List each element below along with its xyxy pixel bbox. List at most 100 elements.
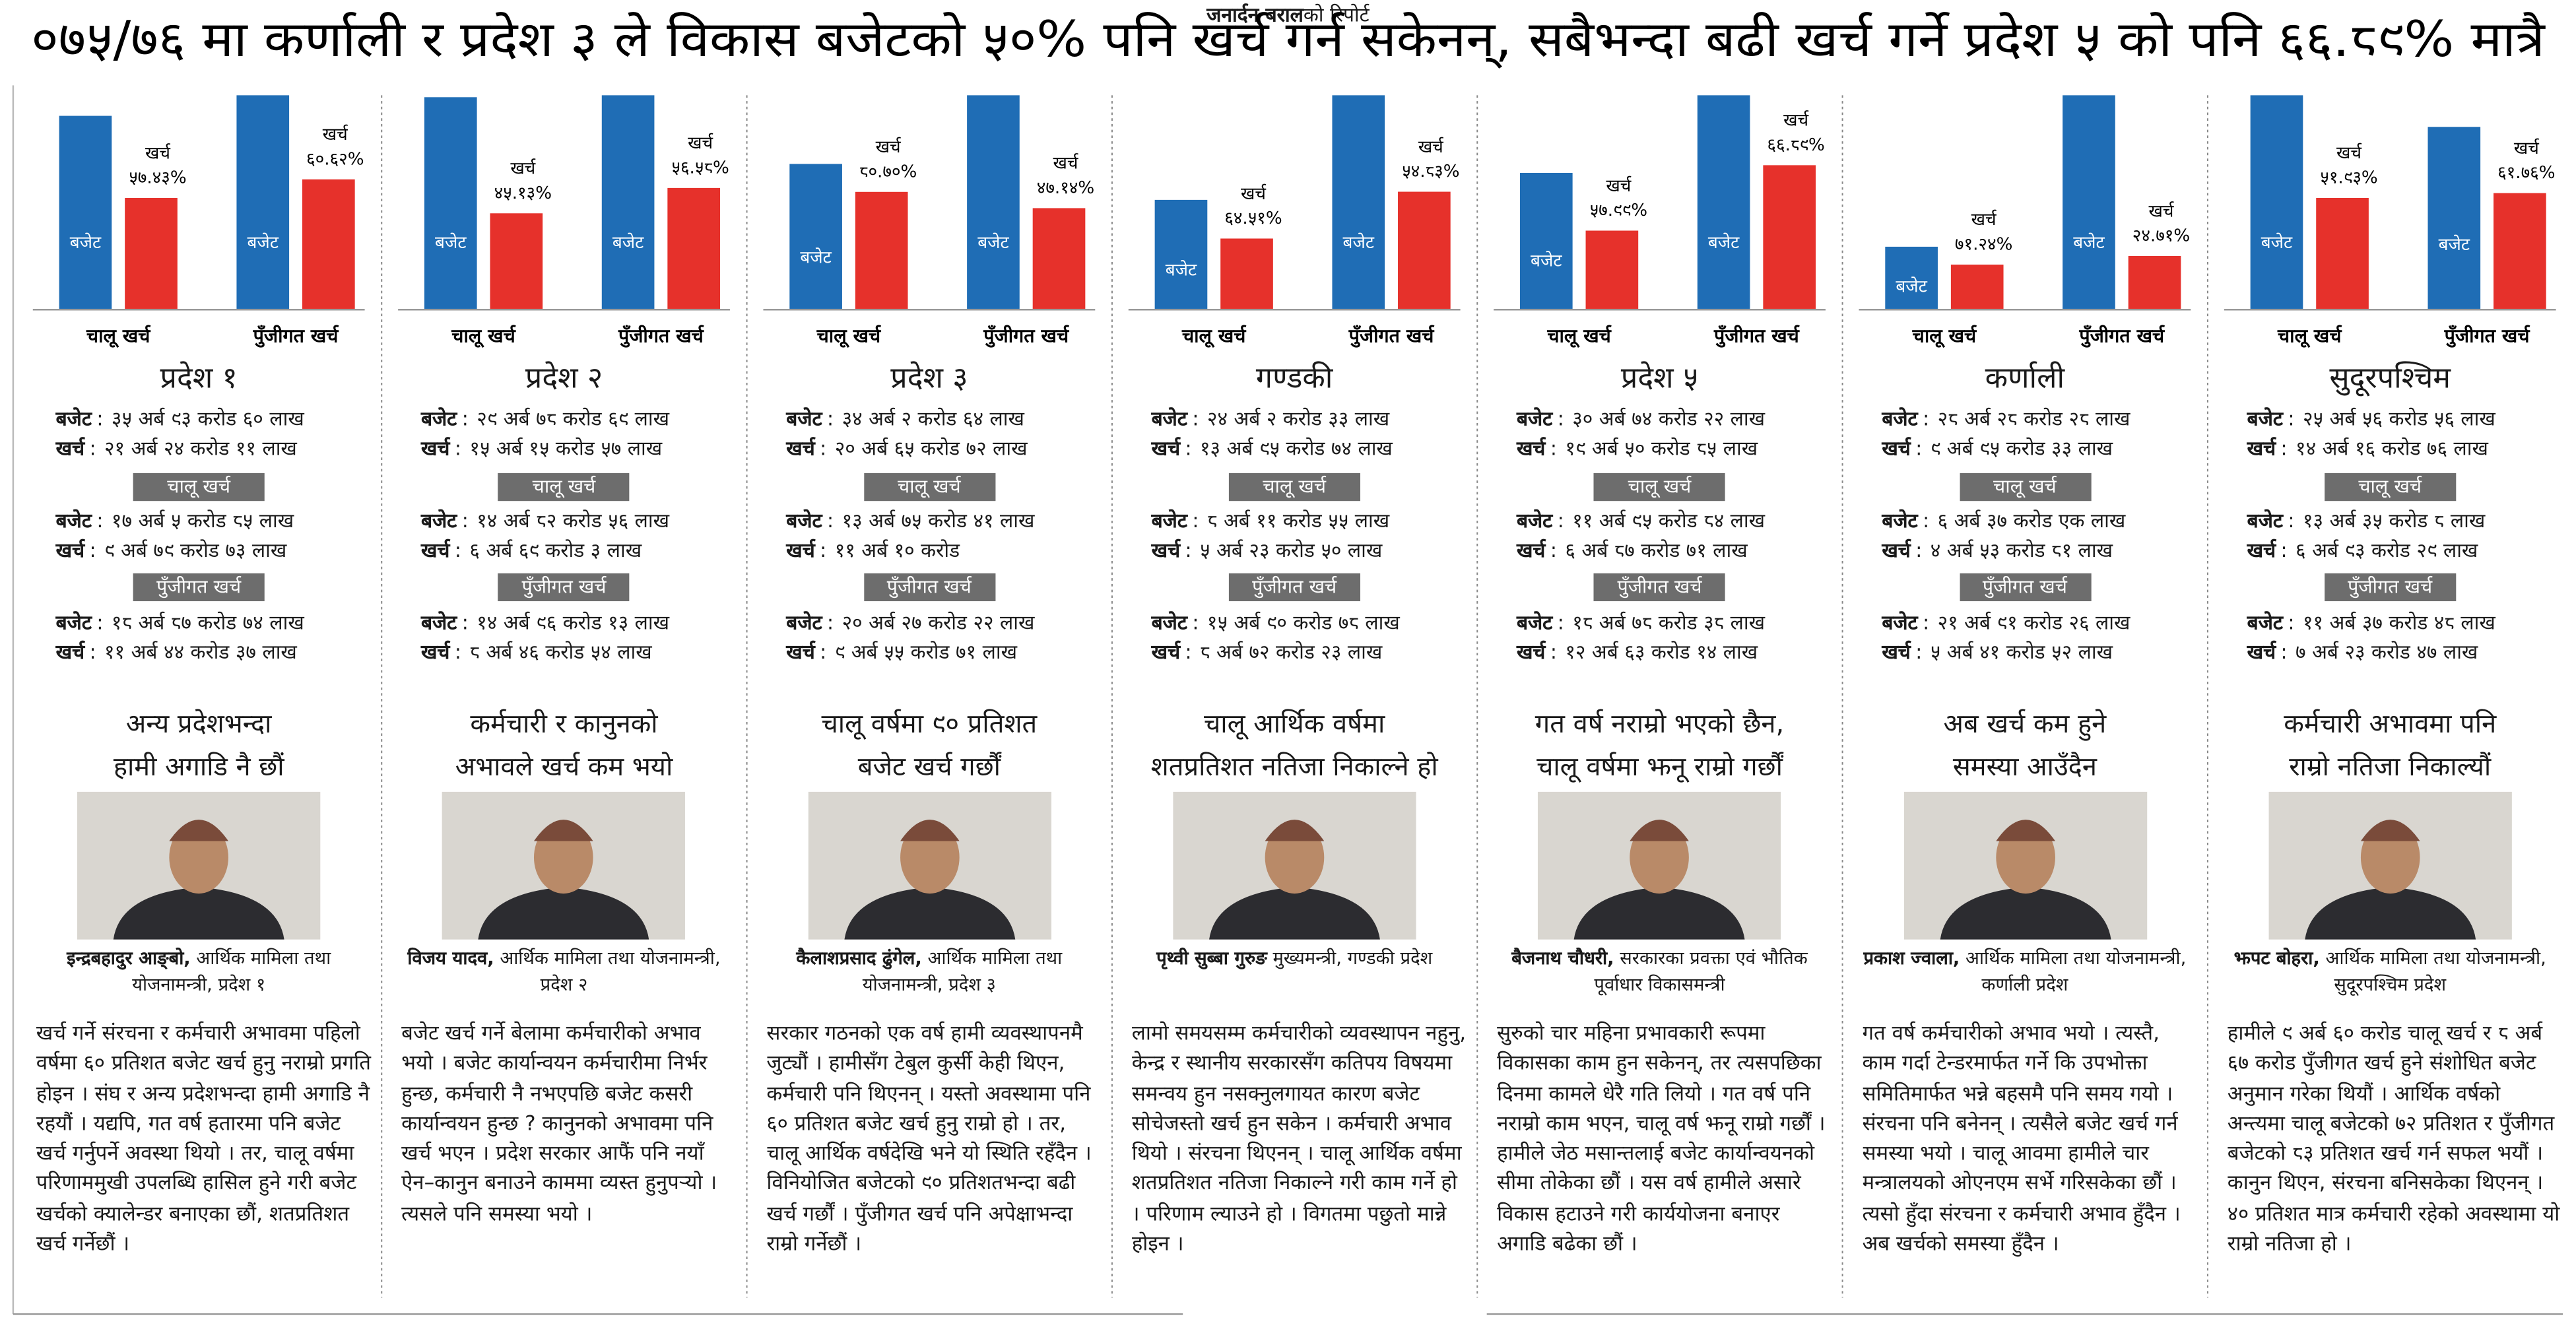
- separator: :: [1923, 610, 1930, 634]
- expense-bar: [1032, 208, 1086, 309]
- bar-label: बजेट: [800, 247, 832, 268]
- bar-label: खर्च: [688, 133, 713, 153]
- amount-row: बजेट:१४ अर्ब ९६ करोड १३ लाख: [421, 608, 669, 637]
- x-label: चालू खर्च: [816, 324, 882, 348]
- amount-label: बजेट: [1882, 610, 1918, 634]
- separator: :: [1550, 437, 1557, 460]
- headline: गत वर्ष नराम्रो भएको छैन,: [1535, 707, 1785, 740]
- amount: १८ अर्ब ८७ करोड ७४ लाख: [111, 610, 304, 634]
- amount-label: खर्च: [420, 437, 450, 460]
- budget-bar: [1697, 95, 1750, 309]
- amount: ८ अर्ब ४६ करोड ५४ लाख: [469, 640, 652, 664]
- person-caption: कैलाशप्रसाद ढुंगेल, आर्थिक मामिला तथा यो…: [763, 946, 1095, 999]
- budget-bar: [2250, 95, 2303, 309]
- amount-row: बजेट:१८ अर्ब ८७ करोड ७४ लाख: [56, 608, 304, 637]
- amount: ३४ अर्ब २ करोड ६४ लाख: [842, 407, 1024, 431]
- bar-label: खर्च: [145, 143, 171, 163]
- section-chip: पुँजीगत खर्च: [498, 573, 630, 602]
- expense-bar: [1763, 165, 1816, 309]
- amount: ३५ अर्ब ९३ करोड ६० लाख: [111, 407, 304, 431]
- bar-label: खर्च: [1783, 110, 1809, 131]
- quote-body: गत वर्ष कर्मचारीको अभाव भयो । त्यस्तै, क…: [1862, 1020, 2181, 1255]
- bar-label: खर्च: [2149, 201, 2175, 221]
- province-column: प्रदेश ३ बजेट:३४ अर्ब २ करोड ६४ लाख खर्च:२…: [747, 0, 1112, 1334]
- expense-bar: [2493, 193, 2546, 309]
- amount-row: बजेट:११ अर्ब ३७ करोड ४८ लाख: [2247, 608, 2495, 637]
- amount-row: बजेट:२८ अर्ब २८ करोड २८ लाख: [1882, 404, 2130, 434]
- amount-row: खर्च:७ अर्ब २३ करोड ४७ लाख: [2247, 637, 2478, 667]
- person-caption: विजय यादव, आर्थिक मामिला तथा योजनामन्त्र…: [398, 946, 730, 999]
- amount-row: खर्च:१५ अर्ब १५ करोड ५७ लाख: [421, 434, 662, 463]
- budget-bar: [967, 95, 1020, 309]
- amount: ६ अर्ब ९३ करोड २९ लाख: [2295, 538, 2478, 562]
- quote-body: सुरुको चार महिना प्रभावकारी रूपमा विकासक…: [1497, 1020, 1826, 1255]
- person-name: विजय यादव,: [407, 948, 494, 969]
- headline: कर्मचारी अभावमा पनि: [2284, 707, 2497, 740]
- percent-label: ५७.४३%: [129, 168, 186, 188]
- budget-bar: [601, 95, 655, 309]
- bar-label: बजेट: [2439, 234, 2470, 255]
- portrait: [442, 791, 686, 940]
- portrait-hat: [2360, 820, 2420, 841]
- amount-label: बजेट: [420, 509, 457, 533]
- expense-bar: [667, 187, 720, 309]
- amount-row: खर्च:५ अर्ब २३ करोड ५० लाख: [1152, 535, 1383, 565]
- amount-row: खर्च:११ अर्ब ४४ करोड ३७ लाख: [56, 637, 297, 667]
- bar-label: बजेट: [70, 232, 102, 253]
- separator: :: [1557, 407, 1564, 431]
- amount: ६ अर्ब ८७ करोड ७१ लाख: [1565, 538, 1748, 562]
- percent-label: ४७.१४%: [1037, 178, 1094, 198]
- amount: २० अर्ब २७ करोड २२ लाख: [842, 610, 1035, 634]
- portrait-body: [479, 887, 649, 940]
- amount-label: बजेट: [1516, 407, 1553, 431]
- budget-bar: [59, 115, 112, 309]
- amount-row: बजेट:१७ अर्ब ५ करोड ८५ लाख: [56, 506, 294, 536]
- amount-label: बजेट: [786, 610, 822, 634]
- amount: २९ अर्ब ७८ करोड ६९ लाख: [477, 407, 670, 431]
- quote-body: खर्च गर्ने संरचना र कर्मचारी अभावमा पहिल…: [36, 1020, 371, 1255]
- amount-row: खर्च:१३ अर्ब ९५ करोड ७४ लाख: [1152, 434, 1393, 463]
- headline: चालू वर्षमा ९० प्रतिशत: [821, 707, 1038, 740]
- percent-label: ५१.९३%: [2320, 168, 2377, 188]
- amount-label: बजेट: [2247, 509, 2283, 533]
- amount: २१ अर्ब २४ करोड ११ लाख: [104, 437, 297, 460]
- percent-label: ४५.१३%: [494, 183, 552, 203]
- amount-row: खर्च:६ अर्ब ९३ करोड २९ लाख: [2247, 535, 2478, 565]
- page-title: ०७५/७६ मा कर्णाली र प्रदेश ३ ले विकास बज…: [31, 11, 2546, 69]
- separator: :: [1915, 538, 1923, 562]
- amount-row: बजेट:२५ अर्ब ५६ करोड ५६ लाख: [2247, 404, 2495, 434]
- separator: :: [96, 509, 104, 533]
- province-column: प्रदेश ५ बजेट:३० अर्ब ७४ करोड २२ लाख खर्च:…: [1477, 0, 1842, 1334]
- amount-row: खर्च:५ अर्ब ४१ करोड ५२ लाख: [1882, 637, 2113, 667]
- amount: १९ अर्ब ५० करोड ८५ लाख: [1565, 437, 1758, 460]
- separator: :: [2280, 437, 2288, 460]
- budget-bar: [2063, 95, 2115, 309]
- section-chip: चालू खर्च: [498, 472, 630, 502]
- amount: १४ अर्ब ९६ करोड १३ लाख: [477, 610, 670, 634]
- expense-bar: [2128, 255, 2181, 309]
- portrait-hat: [534, 820, 594, 841]
- separator: :: [1915, 640, 1923, 664]
- separator: :: [89, 640, 96, 664]
- person-caption: इन्द्रबहादुर आङ्बो, आर्थिक मामिला तथा यो…: [33, 946, 365, 999]
- budget-bar: [1885, 246, 1938, 309]
- person-name: पृथ्वी सुब्बा गुरुङ: [1156, 948, 1267, 969]
- amount: १८ अर्ब ७८ करोड ३८ लाख: [1572, 610, 1766, 634]
- separator: :: [96, 407, 104, 431]
- amount-label: खर्च: [55, 640, 85, 664]
- percent-label: २४.७१%: [2132, 226, 2190, 246]
- amount-label: खर्च: [2247, 640, 2276, 664]
- bar-label: बजेट: [1166, 260, 1197, 280]
- x-label: चालू खर्च: [1912, 324, 1977, 348]
- amount-label: बजेट: [420, 610, 457, 634]
- separator: :: [461, 610, 469, 634]
- amount-label: बजेट: [1516, 509, 1553, 533]
- person-role: मुख्यमन्त्री, गण्डकी प्रदेश: [1272, 948, 1433, 969]
- x-label: पुँजीगत खर्च: [253, 324, 340, 348]
- separator: :: [2288, 509, 2295, 533]
- amount-row: बजेट:२० अर्ब २७ करोड २२ लाख: [786, 608, 1034, 637]
- headline: चालू वर्षमा झनू राम्रो गर्छौं: [1536, 750, 1783, 782]
- separator: :: [96, 610, 104, 634]
- section-chip: पुँजीगत खर्च: [1959, 573, 2091, 602]
